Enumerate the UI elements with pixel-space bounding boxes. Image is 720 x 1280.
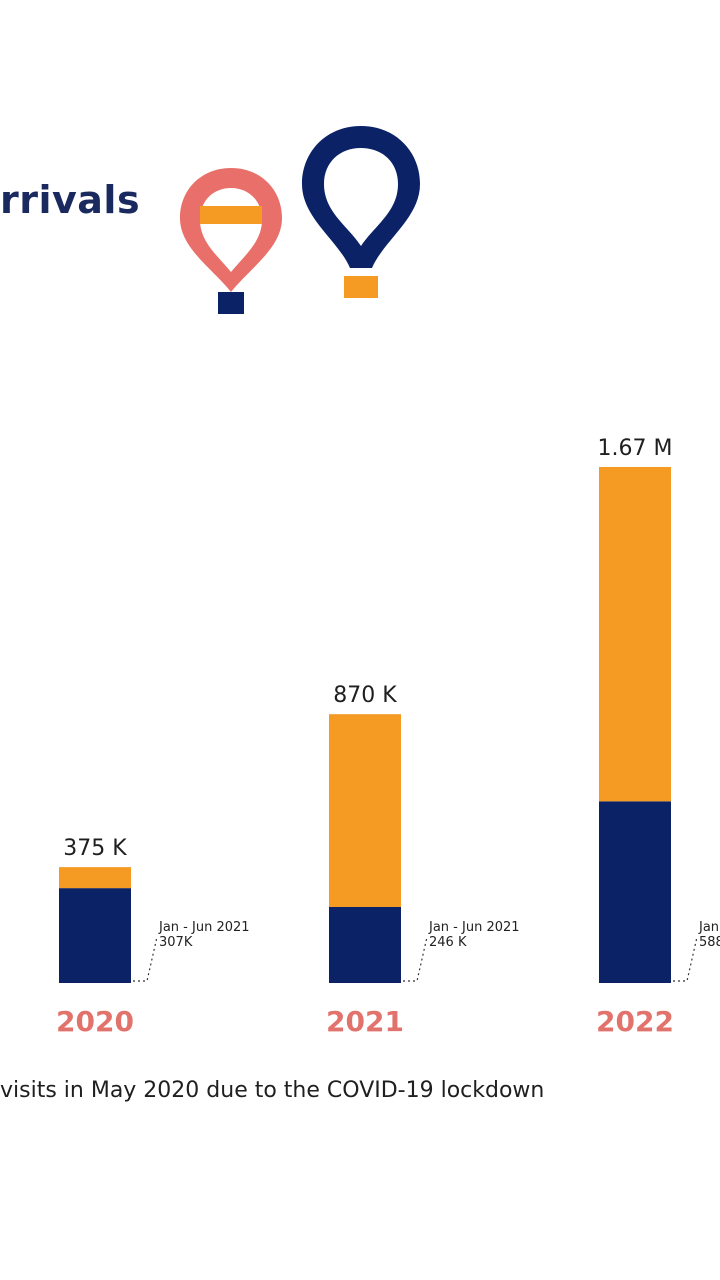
- total-label-2021: 870 K: [333, 683, 397, 708]
- annotation-leader-2022: [673, 936, 698, 982]
- annotation-period-2022: Jan: [698, 920, 719, 935]
- annotation-period-2021: Jan - Jun 2021: [428, 920, 520, 935]
- footnote: visits in May 2020 due to the COVID-19 l…: [0, 1078, 545, 1103]
- bar-2020-segment-2: [59, 867, 131, 889]
- annotation-period-2020: Jan - Jun 2021: [158, 920, 250, 935]
- bar-2022-segment-1: [599, 801, 671, 983]
- annotation-value-2021: 246 K: [429, 935, 467, 950]
- annotation-leader-2021: [403, 936, 428, 982]
- chart-title-fragment: rrivals: [0, 178, 141, 222]
- navy-balloon-icon: [302, 126, 420, 298]
- annotation-value-2020: 307K: [159, 935, 193, 950]
- year-label-2022: 2022: [596, 1005, 674, 1038]
- bar-2020-segment-1: [59, 888, 131, 983]
- bar-2021-segment-1: [329, 906, 401, 983]
- total-label-2022: 1.67 M: [598, 436, 673, 461]
- total-label-2020: 375 K: [63, 836, 127, 861]
- bar-2021-segment-2: [329, 714, 401, 907]
- bar-2022-segment-2: [599, 467, 671, 802]
- year-label-2020: 2020: [56, 1005, 134, 1038]
- annotation-value-2022: 588: [699, 935, 720, 950]
- coral-balloon-icon: [180, 168, 282, 314]
- annotation-leader-2020: [133, 936, 158, 982]
- year-label-2021: 2021: [326, 1005, 404, 1038]
